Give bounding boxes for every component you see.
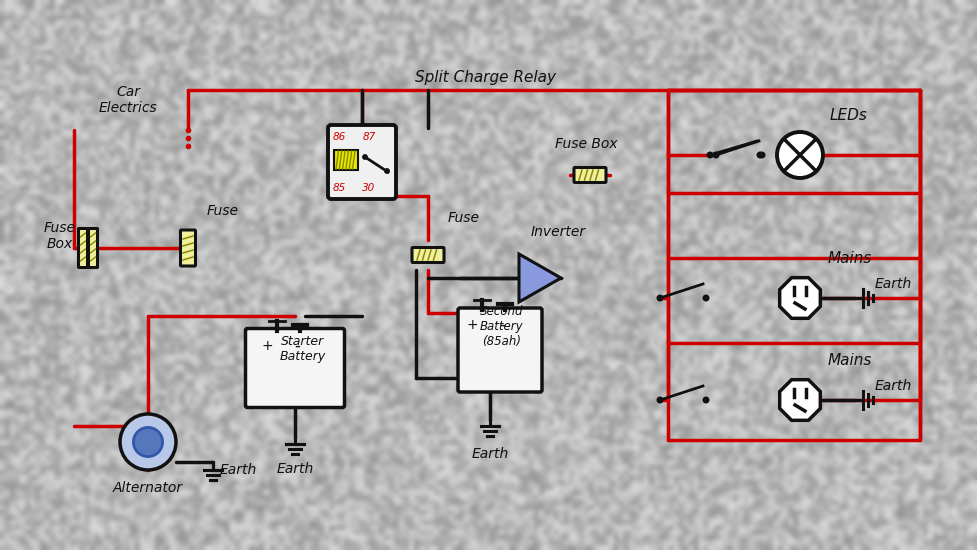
Text: Split Charge Relay: Split Charge Relay [414, 70, 556, 85]
FancyBboxPatch shape [411, 248, 444, 262]
Text: Fuse Box: Fuse Box [554, 137, 617, 151]
FancyBboxPatch shape [457, 308, 541, 392]
Circle shape [384, 169, 389, 173]
Text: Car
Electrics: Car Electrics [99, 85, 157, 115]
Circle shape [712, 152, 718, 158]
Circle shape [657, 295, 662, 301]
Text: Fuse: Fuse [207, 204, 238, 218]
Circle shape [758, 152, 764, 158]
FancyBboxPatch shape [181, 230, 195, 266]
Circle shape [362, 155, 366, 159]
Circle shape [657, 397, 662, 403]
Text: Second
Battery
(85ah): Second Battery (85ah) [480, 305, 524, 348]
Circle shape [133, 427, 162, 456]
Polygon shape [779, 379, 820, 420]
Text: Earth: Earth [471, 447, 508, 461]
Text: Fuse: Fuse [447, 211, 480, 225]
FancyBboxPatch shape [88, 228, 98, 267]
Polygon shape [779, 278, 820, 318]
Circle shape [120, 414, 176, 470]
Text: 85: 85 [332, 183, 345, 193]
Text: 87: 87 [362, 132, 375, 142]
FancyBboxPatch shape [78, 228, 87, 267]
FancyBboxPatch shape [327, 125, 396, 199]
Polygon shape [519, 254, 561, 302]
Text: 30: 30 [362, 183, 375, 193]
Text: Starter
Battery: Starter Battery [279, 335, 325, 363]
FancyBboxPatch shape [245, 328, 344, 408]
FancyBboxPatch shape [334, 150, 358, 170]
Text: Earth: Earth [276, 462, 314, 476]
Text: Mains: Mains [828, 251, 871, 266]
Text: Inverter: Inverter [530, 225, 585, 239]
Text: Earth: Earth [874, 379, 912, 393]
Text: Earth: Earth [220, 463, 257, 477]
Text: 86: 86 [332, 132, 345, 142]
Circle shape [702, 397, 708, 403]
Text: +: + [466, 318, 478, 332]
Text: -: - [294, 337, 300, 355]
Text: +: + [261, 338, 273, 353]
Circle shape [756, 152, 762, 158]
Circle shape [702, 295, 708, 301]
Text: LEDs: LEDs [829, 108, 867, 123]
Circle shape [776, 132, 823, 178]
FancyBboxPatch shape [573, 168, 606, 183]
Text: Earth: Earth [874, 277, 912, 291]
Text: Mains: Mains [828, 353, 871, 368]
Text: -: - [498, 316, 504, 334]
Text: Alternator: Alternator [112, 481, 183, 495]
Circle shape [706, 152, 712, 158]
Text: Fuse
Box: Fuse Box [44, 221, 76, 251]
